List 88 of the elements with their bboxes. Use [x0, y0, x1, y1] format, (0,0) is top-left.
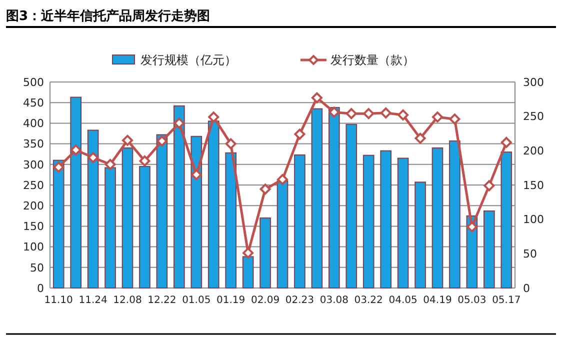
x-tick-label: 05.17 — [492, 295, 521, 306]
x-tick-label: 04.19 — [423, 295, 452, 306]
point — [398, 109, 409, 120]
point — [328, 106, 340, 118]
y2-tick-label: 150 — [523, 178, 544, 192]
bar — [484, 210, 495, 288]
point — [484, 180, 495, 192]
x-tick-label: 11.24 — [78, 295, 108, 306]
y-tick-label: 400 — [23, 117, 44, 130]
point — [432, 112, 443, 123]
bar — [139, 166, 150, 288]
legend-label: 发行规模（亿元） — [140, 53, 236, 68]
bar — [294, 154, 306, 288]
bar — [449, 140, 460, 288]
point — [208, 112, 220, 123]
bar — [174, 105, 185, 288]
bar — [397, 158, 409, 288]
x-tick-label: 03.08 — [320, 295, 348, 306]
point — [311, 92, 322, 104]
y-tick-label: 0 — [37, 282, 44, 295]
y-tick-label: 50 — [30, 261, 44, 274]
y-tick-label: 250 — [23, 178, 44, 192]
bar — [260, 217, 271, 288]
bar — [500, 152, 512, 288]
y2-tick-label: 100 — [523, 213, 544, 226]
x-tick-label: 12.08 — [113, 295, 142, 306]
point — [500, 136, 512, 148]
bar — [156, 134, 168, 288]
y-tick-label: 200 — [23, 199, 44, 212]
x-tick-label: 03.22 — [354, 295, 383, 306]
bar — [87, 130, 99, 288]
point — [466, 221, 478, 232]
bar — [208, 120, 220, 288]
bar — [225, 152, 236, 288]
bar — [104, 167, 116, 288]
point — [174, 118, 185, 129]
point — [363, 108, 374, 120]
x-tick-label: 05.03 — [458, 295, 486, 306]
point — [242, 247, 254, 258]
bar — [346, 124, 358, 288]
x-tick-label: 01.05 — [182, 295, 211, 306]
point — [225, 138, 236, 150]
bar — [190, 136, 202, 288]
point — [104, 158, 116, 170]
point — [294, 128, 306, 140]
point — [414, 132, 426, 144]
chart-title: 图3：近半年信托产品周发行走势图 — [6, 8, 210, 24]
bar — [122, 147, 134, 288]
point — [449, 114, 460, 125]
point — [190, 169, 202, 180]
bar — [362, 154, 374, 288]
y2-tick-label: 200 — [523, 144, 544, 158]
x-tick-label: 02.23 — [285, 295, 314, 306]
y-tick-label: 100 — [23, 240, 44, 254]
point — [70, 144, 82, 156]
bar — [242, 256, 254, 288]
legend-label: 发行数量（款） — [330, 53, 414, 68]
y-tick-label: 300 — [23, 158, 44, 172]
bar — [70, 96, 82, 288]
y-tick-label: 500 — [23, 76, 44, 89]
x-tick-label: 12.22 — [148, 295, 176, 306]
bar — [328, 107, 340, 288]
bar — [432, 147, 444, 288]
bar — [276, 180, 288, 288]
x-tick-label: 02.09 — [250, 295, 280, 306]
bar — [414, 182, 426, 288]
bar — [311, 108, 323, 288]
x-tick-label: 04.05 — [388, 295, 418, 306]
bar — [52, 160, 64, 288]
point — [260, 184, 271, 195]
x-tick-label: 01.19 — [216, 295, 246, 306]
point — [277, 174, 288, 186]
y-tick-label: 450 — [23, 96, 44, 110]
point — [122, 134, 133, 146]
point — [156, 136, 168, 147]
y-tick-label: 150 — [23, 220, 44, 234]
y-tick-label: 350 — [23, 138, 44, 151]
point — [139, 155, 150, 166]
x-tick-label: 11.10 — [44, 295, 73, 306]
point — [380, 107, 392, 118]
point — [53, 162, 64, 173]
y2-tick-label: 250 — [523, 110, 544, 124]
y2-tick-label: 50 — [523, 248, 537, 261]
y2-tick-label: 0 — [523, 282, 530, 295]
bar — [380, 150, 392, 288]
point — [346, 108, 357, 120]
y2-tick-label: 300 — [523, 76, 544, 89]
point — [88, 152, 99, 164]
